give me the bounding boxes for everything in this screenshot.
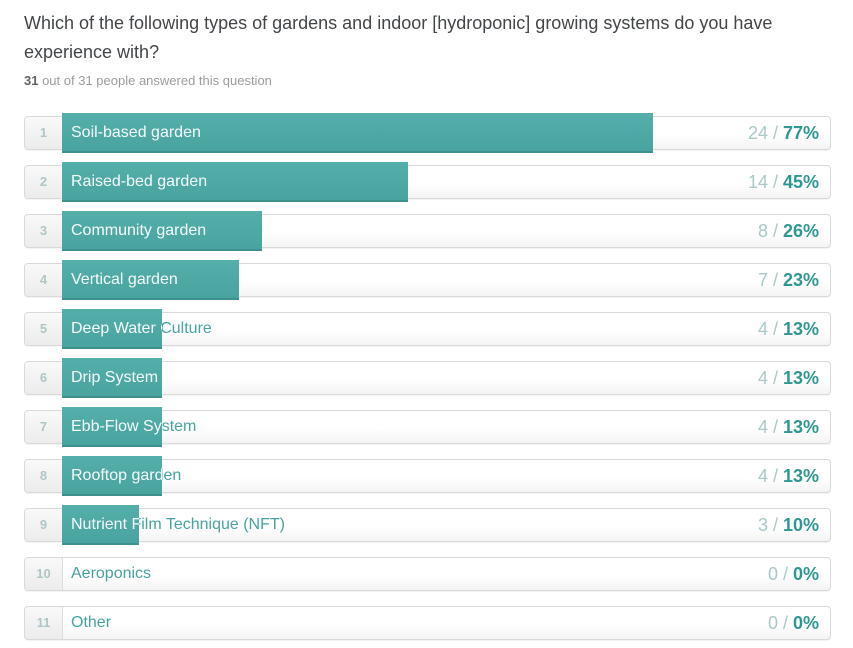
response-percent: 13%: [782, 368, 819, 388]
answer-label: Rooftop garden: [71, 467, 182, 484]
answer-stats: 8 / 26%: [758, 215, 819, 247]
answer-label: Drip System: [71, 369, 159, 386]
response-percent: 0%: [792, 564, 819, 584]
answer-label: Community garden: [71, 222, 207, 239]
answered-count: 31: [24, 73, 39, 88]
response-count: 4 /: [757, 368, 783, 388]
response-percent: 26%: [782, 221, 819, 241]
answer-row: 3 Community garden Community garden 8 / …: [24, 211, 831, 251]
answer-row: 11 Other Other 0 / 0%: [24, 606, 831, 640]
answer-bar-track: Drip System: [62, 358, 830, 398]
question-title: Which of the following types of gardens …: [24, 13, 773, 62]
answer-stats: 4 / 13%: [758, 362, 819, 394]
response-count: 4 /: [757, 466, 783, 486]
response-percent: 45%: [782, 172, 819, 192]
answered-summary: 31 out of 31 people answered this questi…: [24, 73, 831, 89]
response-percent: 23%: [782, 270, 819, 290]
answer-stats: 4 / 13%: [758, 460, 819, 492]
response-percent: 10%: [782, 515, 819, 535]
answer-rank-badge: 5: [25, 313, 63, 345]
answer-stats: 0 / 0%: [768, 607, 819, 639]
answer-row: 7 Ebb-Flow System Ebb-Flow System 4 / 13…: [24, 407, 831, 447]
answer-bar-track: Other: [62, 603, 830, 643]
answer-rank-badge: 2: [25, 166, 63, 198]
answer-row: 1 Soil-based garden Soil-based garden 24…: [24, 113, 831, 153]
answer-label: Nutrient Film Technique (NFT): [71, 516, 285, 533]
answer-rank-badge: 7: [25, 411, 63, 443]
answer-row: 9 Nutrient Film Technique (NFT) Nutrient…: [24, 505, 831, 545]
response-percent: 0%: [792, 613, 819, 633]
response-count: 3 /: [757, 515, 783, 535]
answer-row: 10 Aeroponics Aeroponics 0 / 0%: [24, 557, 831, 591]
answer-stats: 24 / 77%: [748, 117, 819, 149]
answer-rank-badge: 11: [25, 607, 63, 639]
answer-row: 8 Rooftop garden Rooftop garden 4 / 13%: [24, 456, 831, 496]
response-count: 14 /: [747, 172, 783, 192]
response-count: 4 /: [757, 417, 783, 437]
answer-stats: 14 / 45%: [748, 166, 819, 198]
answer-label: Deep Water Culture: [71, 320, 212, 337]
answer-stats: 3 / 10%: [758, 509, 819, 541]
response-percent: 13%: [782, 466, 819, 486]
answer-label: Soil-based garden: [71, 124, 201, 141]
response-count: 7 /: [757, 270, 783, 290]
answer-label: Other: [71, 614, 112, 631]
response-count: 0 /: [767, 613, 793, 633]
answer-label: Aeroponics: [71, 565, 152, 582]
answer-rank-badge: 4: [25, 264, 63, 296]
response-count: 8 /: [757, 221, 783, 241]
response-percent: 13%: [782, 319, 819, 339]
response-percent: 13%: [782, 417, 819, 437]
answer-row: 6 Drip System Drip System 4 / 13%: [24, 358, 831, 398]
answer-rank-badge: 8: [25, 460, 63, 492]
answer-label: Raised-bed garden: [71, 173, 208, 190]
answer-rows-list: 1 Soil-based garden Soil-based garden 24…: [24, 113, 831, 640]
response-percent: 77%: [782, 123, 819, 143]
answer-rank-badge: 9: [25, 509, 63, 541]
answer-stats: 4 / 13%: [758, 313, 819, 345]
answer-stats: 7 / 23%: [758, 264, 819, 296]
survey-results-page: Which of the following types of gardens …: [0, 9, 853, 640]
response-count: 0 /: [767, 564, 793, 584]
answer-row: 5 Deep Water Culture Deep Water Culture …: [24, 309, 831, 349]
answered-text: out of 31 people answered this question: [38, 73, 272, 88]
answer-rank-badge: 1: [25, 117, 63, 149]
answer-bar-track: Aeroponics: [62, 554, 830, 594]
answer-stats: 4 / 13%: [758, 411, 819, 443]
answer-rank-badge: 6: [25, 362, 63, 394]
answer-row: 2 Raised-bed garden Raised-bed garden 14…: [24, 162, 831, 202]
answer-rank-badge: 3: [25, 215, 63, 247]
response-count: 24 /: [747, 123, 783, 143]
answer-label: Vertical garden: [71, 271, 178, 288]
answer-rank-badge: 10: [25, 558, 63, 590]
answer-row: 4 Vertical garden Vertical garden 7 / 23…: [24, 260, 831, 300]
response-count: 4 /: [757, 319, 783, 339]
answer-label: Ebb-Flow System: [71, 418, 197, 435]
answer-stats: 0 / 0%: [768, 558, 819, 590]
